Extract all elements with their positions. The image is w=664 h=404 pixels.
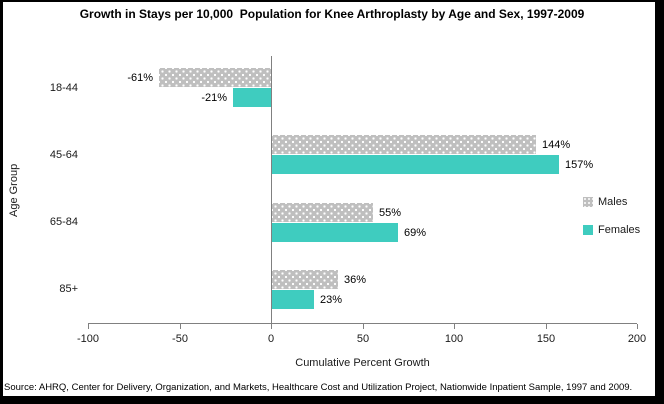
value-label-females-65-84: 69% (404, 227, 427, 239)
y-axis-label: Age Group (8, 163, 20, 217)
males-swatch (583, 197, 593, 207)
x-tick-label-0: 0 (267, 333, 275, 345)
legend-item-females: Females (583, 224, 640, 236)
value-label-males-65-84: 55% (379, 207, 402, 219)
x-tick-label-50: 50 (356, 333, 370, 345)
value-label-males-85plus: 36% (344, 274, 367, 286)
x-tick-label-100: 100 (444, 333, 464, 345)
category-label-65-84: 65-84 (49, 216, 78, 228)
x-tick-label-150: 150 (536, 333, 556, 345)
legend: Males Females (583, 196, 640, 252)
value-label-males-18-44: -61% (127, 72, 153, 84)
bar-males-45-64 (272, 135, 536, 154)
category-label-45-64: 45-64 (49, 149, 78, 161)
zero-axis-line (271, 56, 272, 323)
bar-females-18-44 (233, 88, 271, 107)
value-label-females-85plus: 23% (320, 294, 343, 306)
x-tick-50 (363, 324, 364, 329)
females-legend-label: Females (598, 224, 641, 236)
x-tick-150 (546, 324, 547, 329)
chart-canvas (3, 2, 655, 396)
source-note: Source: AHRQ, Center for Delivery, Organ… (4, 382, 633, 393)
bar-males-85plus (272, 270, 338, 289)
category-label-18-44: 18-44 (49, 82, 78, 94)
category-label-85plus: 85+ (59, 283, 78, 295)
x-tick--50 (180, 324, 181, 329)
x-tick-0 (271, 324, 272, 329)
x-axis-label: Cumulative Percent Growth (295, 357, 430, 369)
x-tick-label-200: 200 (627, 333, 647, 345)
x-tick-label--50: -50 (172, 333, 188, 345)
plot-area: -61% -21% 144% 157% 55% 69% 36% 23% (88, 56, 637, 324)
bar-males-65-84 (272, 203, 373, 222)
x-tick--100 (88, 324, 89, 329)
females-swatch (583, 225, 593, 235)
bar-females-65-84 (272, 223, 398, 242)
value-label-females-18-44: -21% (201, 92, 227, 104)
legend-item-males: Males (583, 196, 640, 208)
value-label-females-45-64: 157% (565, 159, 594, 171)
chart-title: Growth in Stays per 10,000 Population fo… (79, 7, 585, 21)
males-legend-label: Males (598, 196, 628, 208)
x-tick-200 (637, 324, 638, 329)
bar-males-18-44 (159, 68, 271, 87)
bar-females-85plus (272, 290, 314, 309)
value-label-males-45-64: 144% (542, 139, 571, 151)
x-tick-label--100: -100 (76, 333, 100, 345)
bar-females-45-64 (272, 155, 559, 174)
x-tick-100 (454, 324, 455, 329)
